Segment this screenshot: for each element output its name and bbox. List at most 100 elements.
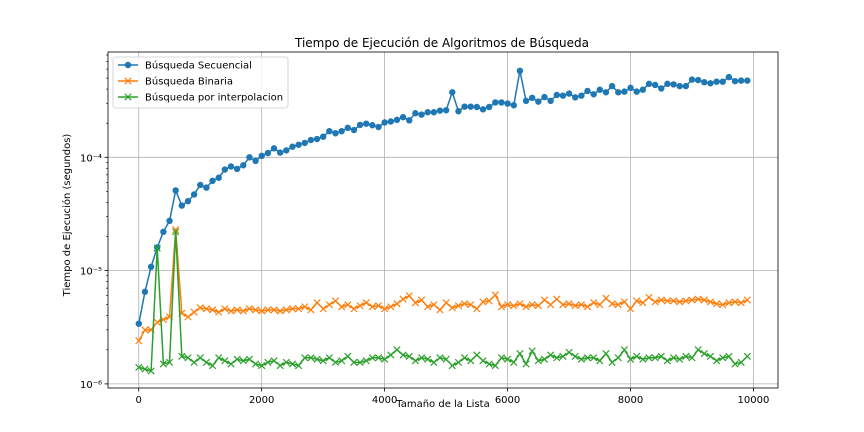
data-point	[620, 298, 629, 306]
data-point	[350, 305, 358, 313]
data-point	[688, 296, 696, 304]
data-point	[283, 147, 290, 154]
data-point	[639, 299, 647, 307]
data-point	[571, 302, 579, 310]
data-point	[178, 352, 186, 360]
data-point	[528, 94, 536, 102]
data-point	[325, 301, 333, 309]
data-point	[503, 301, 512, 309]
data-point	[325, 354, 333, 362]
data-point	[338, 127, 345, 135]
data-point	[633, 297, 641, 305]
series-line	[138, 231, 748, 372]
data-point	[258, 307, 266, 315]
data-point	[670, 81, 677, 88]
data-point	[663, 297, 672, 305]
data-point	[565, 300, 573, 308]
x-tick-label: 0	[136, 395, 142, 406]
data-point	[184, 313, 192, 321]
data-point	[135, 363, 143, 371]
data-point	[565, 90, 573, 97]
data-point	[578, 92, 585, 99]
data-point	[584, 87, 591, 95]
data-point	[369, 122, 376, 129]
data-point	[534, 357, 542, 365]
data-point	[737, 299, 745, 307]
data-point	[331, 358, 340, 366]
legend: Búsqueda Secuencial Búsqueda Binaria Búsqu…	[112, 56, 289, 109]
data-point	[485, 103, 493, 111]
data-point	[510, 358, 518, 366]
data-point	[374, 354, 383, 362]
data-point	[492, 99, 499, 106]
data-point	[202, 358, 211, 366]
data-point	[712, 357, 721, 365]
y-ticks: 10⁻⁶ 10⁻⁵ 10⁻⁴	[80, 54, 108, 391]
data-point	[264, 149, 272, 157]
data-point	[264, 358, 272, 366]
data-point	[424, 109, 431, 116]
data-point	[528, 301, 536, 309]
data-point	[504, 100, 511, 107]
legend-marker	[124, 93, 132, 101]
data-point	[301, 303, 309, 311]
data-point	[227, 163, 235, 170]
data-point	[669, 297, 678, 305]
data-point	[491, 291, 499, 299]
data-point	[227, 307, 235, 315]
data-point	[590, 354, 598, 362]
data-point	[411, 299, 420, 307]
data-point	[239, 307, 247, 315]
series-2	[135, 228, 751, 375]
data-point	[651, 354, 659, 362]
data-point	[712, 300, 721, 308]
data-point	[147, 367, 155, 375]
data-point	[547, 301, 555, 309]
data-point	[510, 302, 518, 310]
data-point	[516, 350, 524, 358]
data-point	[559, 301, 567, 309]
series-1	[135, 225, 751, 345]
data-point	[227, 360, 235, 368]
data-point	[682, 297, 690, 305]
data-point	[664, 80, 671, 88]
data-point	[251, 360, 260, 368]
y-tick-label: 10⁻⁴	[80, 153, 102, 164]
data-point	[608, 82, 616, 90]
data-point	[701, 79, 708, 86]
data-point	[172, 225, 180, 234]
legend-label: Búsqueda por interpolacion	[145, 92, 283, 104]
data-point	[153, 318, 161, 326]
data-point	[406, 117, 413, 124]
data-point	[442, 299, 450, 307]
data-point	[295, 141, 302, 148]
data-point	[430, 109, 438, 116]
data-point	[430, 358, 438, 366]
data-point	[294, 361, 303, 370]
data-point	[233, 306, 241, 314]
data-point	[221, 305, 229, 313]
data-point	[442, 107, 450, 114]
data-point	[319, 305, 327, 313]
data-point	[301, 354, 309, 362]
data-point	[289, 143, 296, 150]
data-point	[418, 111, 425, 118]
data-point	[245, 305, 254, 313]
data-point	[620, 346, 629, 354]
data-point	[246, 154, 253, 161]
data-point	[436, 107, 444, 114]
data-point	[282, 306, 290, 314]
data-point	[313, 299, 321, 307]
plot-frame	[107, 51, 779, 389]
data-point	[356, 358, 364, 366]
data-point	[276, 307, 284, 315]
data-point	[270, 306, 278, 314]
data-point	[485, 297, 493, 305]
data-point	[559, 92, 567, 99]
data-point	[319, 133, 327, 140]
data-point	[338, 357, 346, 365]
data-point	[657, 296, 665, 304]
data-point	[700, 350, 708, 358]
data-point	[252, 157, 259, 165]
data-point	[166, 217, 173, 225]
